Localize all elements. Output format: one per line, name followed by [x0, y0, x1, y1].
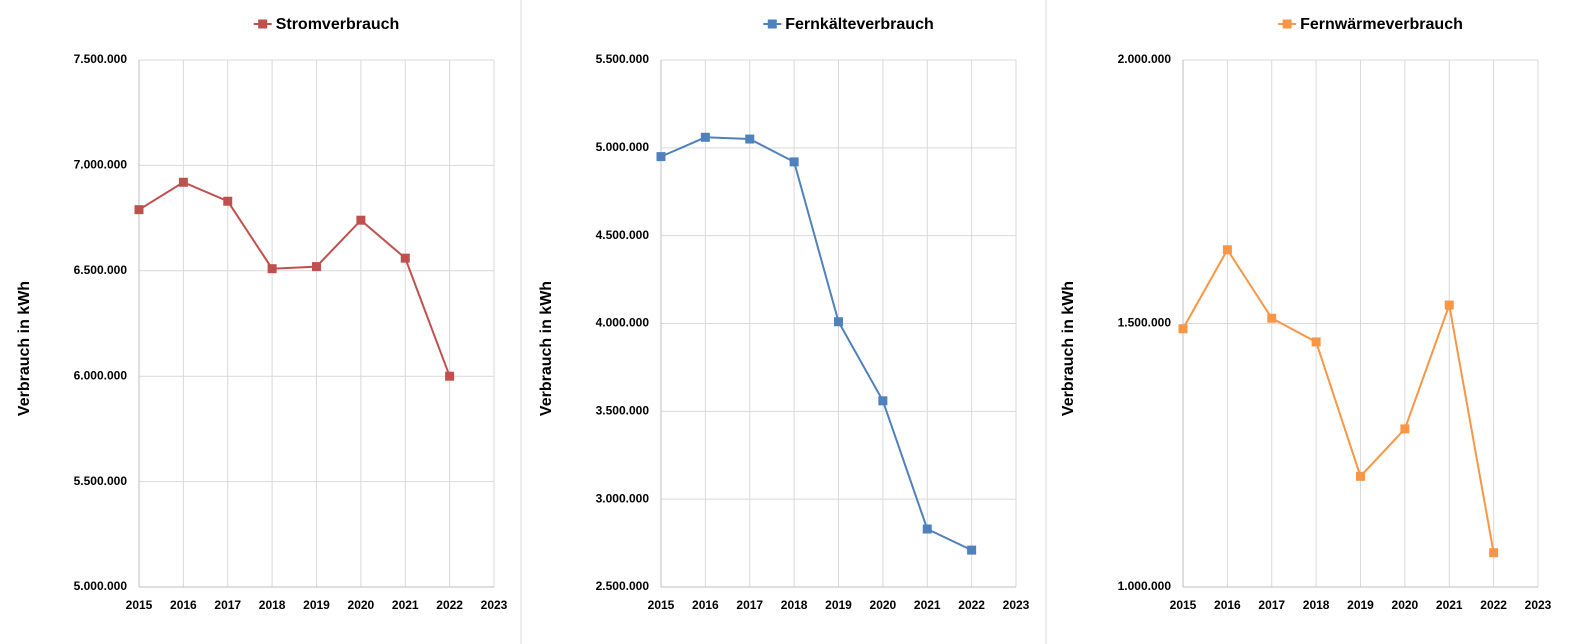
x-tick-label: 2019: [303, 598, 330, 612]
y-tick-label: 7.500.000: [74, 52, 128, 66]
point-marker: [922, 524, 932, 534]
y-axis-label: Verbrauch in kWh: [538, 281, 555, 416]
x-tick-label: 2016: [692, 598, 719, 612]
point-marker: [834, 317, 843, 327]
y-tick-label: 4.000.000: [596, 316, 650, 330]
x-tick-label: 2020: [1392, 598, 1419, 612]
y-tick-label: 5.000.000: [74, 579, 128, 593]
point-marker: [134, 205, 144, 215]
legend-marker: [1282, 19, 1292, 29]
point-marker: [1267, 313, 1277, 323]
x-tick-label: 2015: [648, 598, 675, 612]
y-tick-label: 5.000.000: [596, 140, 650, 154]
point-marker: [267, 264, 277, 274]
x-tick-label: 2018: [781, 598, 808, 612]
y-tick-label: 6.500.000: [74, 263, 128, 277]
legend-label: Fernkälteverbrauch: [785, 16, 934, 33]
point-marker: [1489, 548, 1499, 558]
series-line: [1182, 247, 1495, 553]
y-tick-label: 3.000.000: [596, 491, 650, 505]
x-tick-label: 2017: [214, 598, 241, 612]
x-tick-label: 2015: [1170, 598, 1197, 612]
point-marker: [700, 132, 710, 142]
point-marker: [656, 152, 666, 162]
point-marker: [356, 215, 366, 225]
y-axis-label: Verbrauch in kWh: [1060, 281, 1077, 416]
point-marker: [967, 545, 977, 555]
x-tick-label: 2018: [259, 598, 286, 612]
x-tick-label: 2022: [1480, 598, 1507, 612]
x-tick-label: 2021: [392, 598, 419, 612]
point-marker: [1400, 424, 1410, 434]
x-tick-label: 2017: [736, 598, 763, 612]
x-tick-label: 2023: [1525, 598, 1552, 612]
x-tick-label: 2016: [170, 598, 197, 612]
x-tick-label: 2022: [958, 598, 985, 612]
legend: Fernkälteverbrauch: [763, 16, 934, 33]
y-tick-label: 5.500.000: [74, 474, 128, 488]
legend-marker: [258, 19, 268, 29]
y-tick-label: 2.000.000: [1118, 52, 1172, 66]
point-marker: [789, 157, 799, 167]
y-tick-label: 1.000.000: [1118, 579, 1172, 593]
x-tick-label: 2021: [914, 598, 941, 612]
point-marker: [1356, 471, 1365, 481]
x-tick-label: 2016: [1214, 598, 1241, 612]
y-tick-label: 5.500.000: [596, 52, 650, 66]
point-marker: [1444, 300, 1454, 310]
point-marker: [223, 196, 233, 206]
point-marker: [1311, 337, 1321, 347]
y-tick-label: 7.000.000: [74, 158, 128, 172]
point-marker: [745, 134, 755, 144]
point-marker: [878, 396, 888, 406]
legend: Stromverbrauch: [253, 16, 400, 33]
series-line: [660, 136, 973, 552]
y-tick-label: 1.500.000: [1118, 316, 1172, 330]
x-tick-label: 2019: [1347, 598, 1374, 612]
point-marker: [400, 253, 410, 263]
x-tick-label: 2023: [481, 598, 508, 612]
series-line: [138, 181, 451, 377]
y-axis-label: Verbrauch in kWh: [16, 281, 33, 416]
point-marker: [445, 371, 455, 381]
x-tick-label: 2022: [436, 598, 463, 612]
legend-marker: [767, 19, 777, 29]
y-tick-label: 4.500.000: [596, 228, 650, 242]
x-tick-label: 2019: [825, 598, 852, 612]
x-tick-label: 2023: [1003, 598, 1030, 612]
point-marker: [1178, 324, 1188, 334]
legend-label: Fernwärmeverbrauch: [1300, 16, 1463, 33]
y-tick-label: 2.500.000: [596, 579, 650, 593]
point-marker: [178, 177, 188, 187]
x-tick-label: 2020: [870, 598, 897, 612]
point-marker: [312, 262, 321, 272]
x-tick-label: 2015: [126, 598, 153, 612]
x-tick-label: 2018: [1303, 598, 1330, 612]
x-tick-label: 2020: [348, 598, 375, 612]
x-tick-label: 2021: [1436, 598, 1463, 612]
legend-label: Stromverbrauch: [276, 16, 400, 33]
y-tick-label: 6.000.000: [74, 368, 128, 382]
y-tick-label: 3.500.000: [596, 404, 650, 418]
legend: Fernwärmeverbrauch: [1278, 16, 1463, 33]
point-marker: [1222, 245, 1232, 255]
x-tick-label: 2017: [1258, 598, 1285, 612]
